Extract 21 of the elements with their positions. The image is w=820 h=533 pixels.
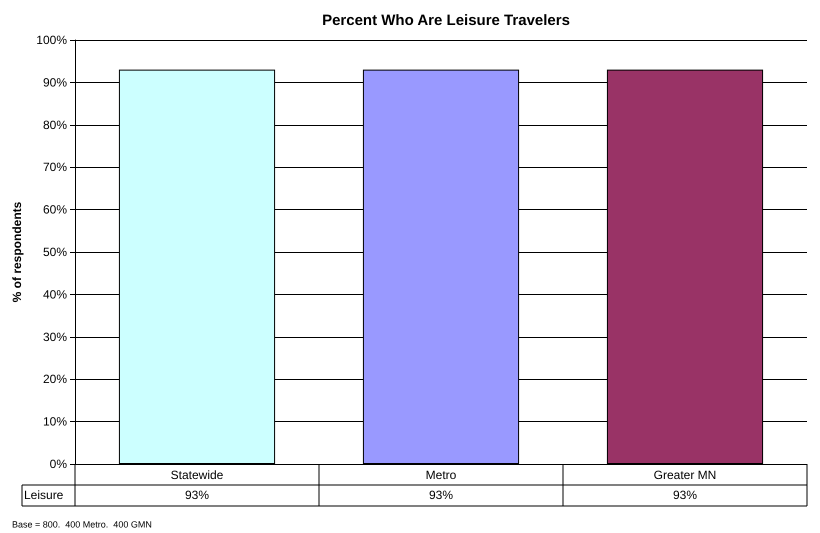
y-tick-label: 60% — [42, 202, 68, 217]
legend-label: Leisure — [24, 488, 64, 502]
data-label: 93% — [428, 488, 454, 502]
y-tick-label: 40% — [42, 287, 68, 302]
y-tick-label: 50% — [42, 245, 68, 259]
y-axis-title: % of respondents — [10, 201, 24, 302]
data-label: 93% — [672, 488, 698, 502]
y-tick-label: 30% — [42, 330, 68, 344]
y-tick-label: 20% — [42, 372, 68, 386]
chart-title: Percent Who Are Leisure Travelers — [322, 12, 570, 29]
y-tick-label: 90% — [42, 75, 68, 90]
text: Base = 800. 400 Metro. 400 GMN — [12, 520, 152, 530]
data-label: 93% — [184, 488, 210, 502]
x-tick-label: Statewide — [170, 468, 224, 482]
y-tick-label: 70% — [42, 160, 68, 174]
y-tick-label: 80% — [42, 118, 68, 132]
x-tick-label: Greater MN — [654, 468, 716, 482]
y-tick-label: 10% — [42, 414, 68, 429]
y-tick-label: 100% — [36, 33, 68, 47]
x-tick-label: Metro — [426, 468, 457, 482]
y-tick-label: 0% — [50, 457, 68, 471]
